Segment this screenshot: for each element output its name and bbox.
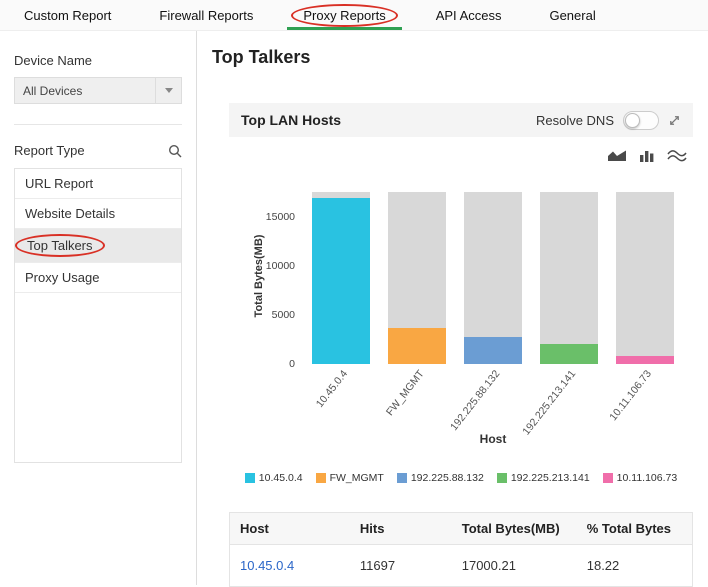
bar-chart-icon[interactable] — [639, 149, 655, 162]
bar-chart-plot: 0 5000 10000 15000 — [266, 188, 683, 370]
y-tick-label: 15000 — [265, 211, 295, 224]
sidebar-item-website-details[interactable]: Website Details — [15, 199, 181, 229]
bar-192.225.213.141[interactable] — [540, 344, 598, 364]
x-tick-label: 10.11.106.73 — [607, 368, 655, 424]
legend-label: 10.11.106.73 — [616, 472, 678, 484]
bar-10.45.0.4[interactable] — [312, 197, 370, 364]
legend-swatch — [496, 473, 507, 483]
sidebar-item-url-report[interactable]: URL Report — [15, 169, 181, 199]
chart-legend: 10.45.0.4 FW_MGMT 192.225.88.132 192.225.21… — [229, 472, 693, 484]
resolve-dns-label: Resolve DNS — [535, 112, 614, 128]
x-tick-label: 10.45.0.4 — [314, 368, 351, 410]
x-tick-label: 192.225.213.141 — [520, 368, 579, 438]
report-item-label: Website Details — [25, 206, 116, 221]
main-content: Top Talkers Top LAN Hosts Resolve DNS — [198, 31, 708, 587]
tab-label: Firewall Reports — [159, 7, 254, 23]
expand-icon[interactable] — [668, 114, 681, 127]
tab-label: Proxy Reports — [303, 7, 386, 23]
page-title: Top Talkers — [212, 47, 311, 67]
legend-label: 192.225.213.141 — [510, 472, 590, 484]
report-item-label: Proxy Usage — [25, 270, 100, 285]
card-header: Top LAN Hosts Resolve DNS — [229, 103, 693, 137]
chart-xlabels: 10.45.0.4 FW_MGMT 192.225.88.132 192.225.21… — [229, 368, 693, 438]
bar-slot — [379, 188, 455, 364]
report-item-label: Top Talkers — [27, 238, 93, 253]
sidebar-divider — [14, 124, 182, 125]
device-select[interactable]: All Devices — [14, 77, 182, 104]
bar-slot — [531, 188, 607, 364]
device-select-value: All Devices — [23, 83, 83, 98]
bar-FW_MGMT[interactable] — [388, 327, 446, 364]
annotation-circle-proxy-reports: Proxy Reports — [291, 3, 398, 27]
legend-swatch — [244, 473, 255, 483]
bar-192.225.88.132[interactable] — [464, 336, 522, 364]
legend-swatch — [396, 473, 407, 483]
legend-label: FW_MGMT — [329, 472, 384, 484]
table-row: 10.45.0.4 11697 17000.21 18.22 — [230, 545, 693, 587]
col-header-pct-total-bytes: % Total Bytes — [576, 512, 693, 545]
legend-swatch — [602, 473, 613, 483]
sidebar-item-proxy-usage[interactable]: Proxy Usage — [15, 263, 181, 293]
legend-item[interactable]: 10.11.106.73 — [602, 472, 678, 484]
host-link[interactable]: 10.45.0.4 — [240, 558, 295, 573]
card-title: Top LAN Hosts — [241, 112, 342, 128]
bar-background — [464, 191, 522, 364]
table-header-row: Host Hits Total Bytes(MB) % Total Bytes — [229, 512, 693, 545]
tab-general[interactable]: General — [525, 0, 619, 30]
bar-slot — [455, 188, 531, 364]
sidebar: Device Name All Devices Report Type URL … — [0, 31, 197, 585]
chevron-down-icon — [155, 78, 181, 103]
legend-swatch — [315, 473, 326, 483]
report-item-label: URL Report — [25, 176, 94, 191]
top-talkers-table: Host Hits Total Bytes(MB) % Total Bytes … — [229, 512, 693, 587]
total-bytes-cell: 17000.21 — [461, 558, 516, 573]
top-lan-hosts-card: Top LAN Hosts Resolve DNS — [229, 103, 693, 587]
legend-item[interactable]: FW_MGMT — [315, 472, 384, 484]
line-chart-icon[interactable] — [667, 149, 687, 162]
bar-slot — [607, 188, 683, 364]
col-header-total-bytes: Total Bytes(MB) — [451, 512, 577, 545]
annotation-circle-top-talkers: Top Talkers — [15, 234, 105, 257]
bar-slot — [303, 188, 379, 364]
legend-label: 192.225.88.132 — [410, 472, 484, 484]
tab-proxy-reports[interactable]: Proxy Reports — [277, 0, 411, 30]
col-header-host: Host — [229, 512, 350, 545]
device-name-label: Device Name — [14, 53, 93, 68]
tab-firewall-reports[interactable]: Firewall Reports — [135, 0, 277, 30]
x-tick-label: 192.225.88.132 — [448, 368, 503, 433]
col-header-hits: Hits — [349, 512, 452, 545]
area-chart-icon[interactable] — [607, 149, 627, 162]
legend-label: 10.45.0.4 — [258, 472, 303, 484]
tab-label: API Access — [435, 7, 502, 23]
y-axis-title: Total Bytes(MB) — [253, 234, 265, 318]
tab-custom-report[interactable]: Custom Report — [0, 0, 135, 30]
report-type-list: URL Report Website Details Top Talkers P… — [14, 168, 182, 463]
bar-background — [616, 191, 674, 364]
hits-cell: 11697 — [359, 558, 396, 573]
search-icon[interactable] — [168, 144, 182, 158]
chart-type-switcher — [229, 149, 693, 162]
y-tick-label: 10000 — [265, 260, 295, 273]
sidebar-item-top-talkers[interactable]: Top Talkers — [15, 229, 181, 263]
y-tick-label: 5000 — [271, 309, 295, 322]
bar-background — [540, 191, 598, 364]
legend-item[interactable]: 10.45.0.4 — [244, 472, 303, 484]
legend-item[interactable]: 192.225.88.132 — [396, 472, 484, 484]
x-axis-title: Host — [479, 432, 507, 446]
x-tick-label: FW_MGMT — [383, 368, 427, 419]
tab-label: General — [549, 7, 596, 23]
pct-total-bytes-cell: 18.22 — [586, 558, 620, 573]
tab-label: Custom Report — [24, 7, 112, 23]
bar-10.11.106.73[interactable] — [616, 356, 674, 364]
legend-item[interactable]: 192.225.213.141 — [496, 472, 590, 484]
report-type-label: Report Type — [14, 143, 85, 158]
y-tick-label: 0 — [289, 358, 295, 370]
tab-api-access[interactable]: API Access — [412, 0, 526, 30]
top-tab-bar: Custom Report Firewall Reports Proxy Rep… — [0, 0, 708, 31]
resolve-dns-toggle[interactable] — [623, 110, 659, 130]
bar-chart: Total Bytes(MB) 0 5000 10000 15000 10.45.0.… — [229, 164, 693, 504]
toggle-knob — [625, 112, 640, 128]
